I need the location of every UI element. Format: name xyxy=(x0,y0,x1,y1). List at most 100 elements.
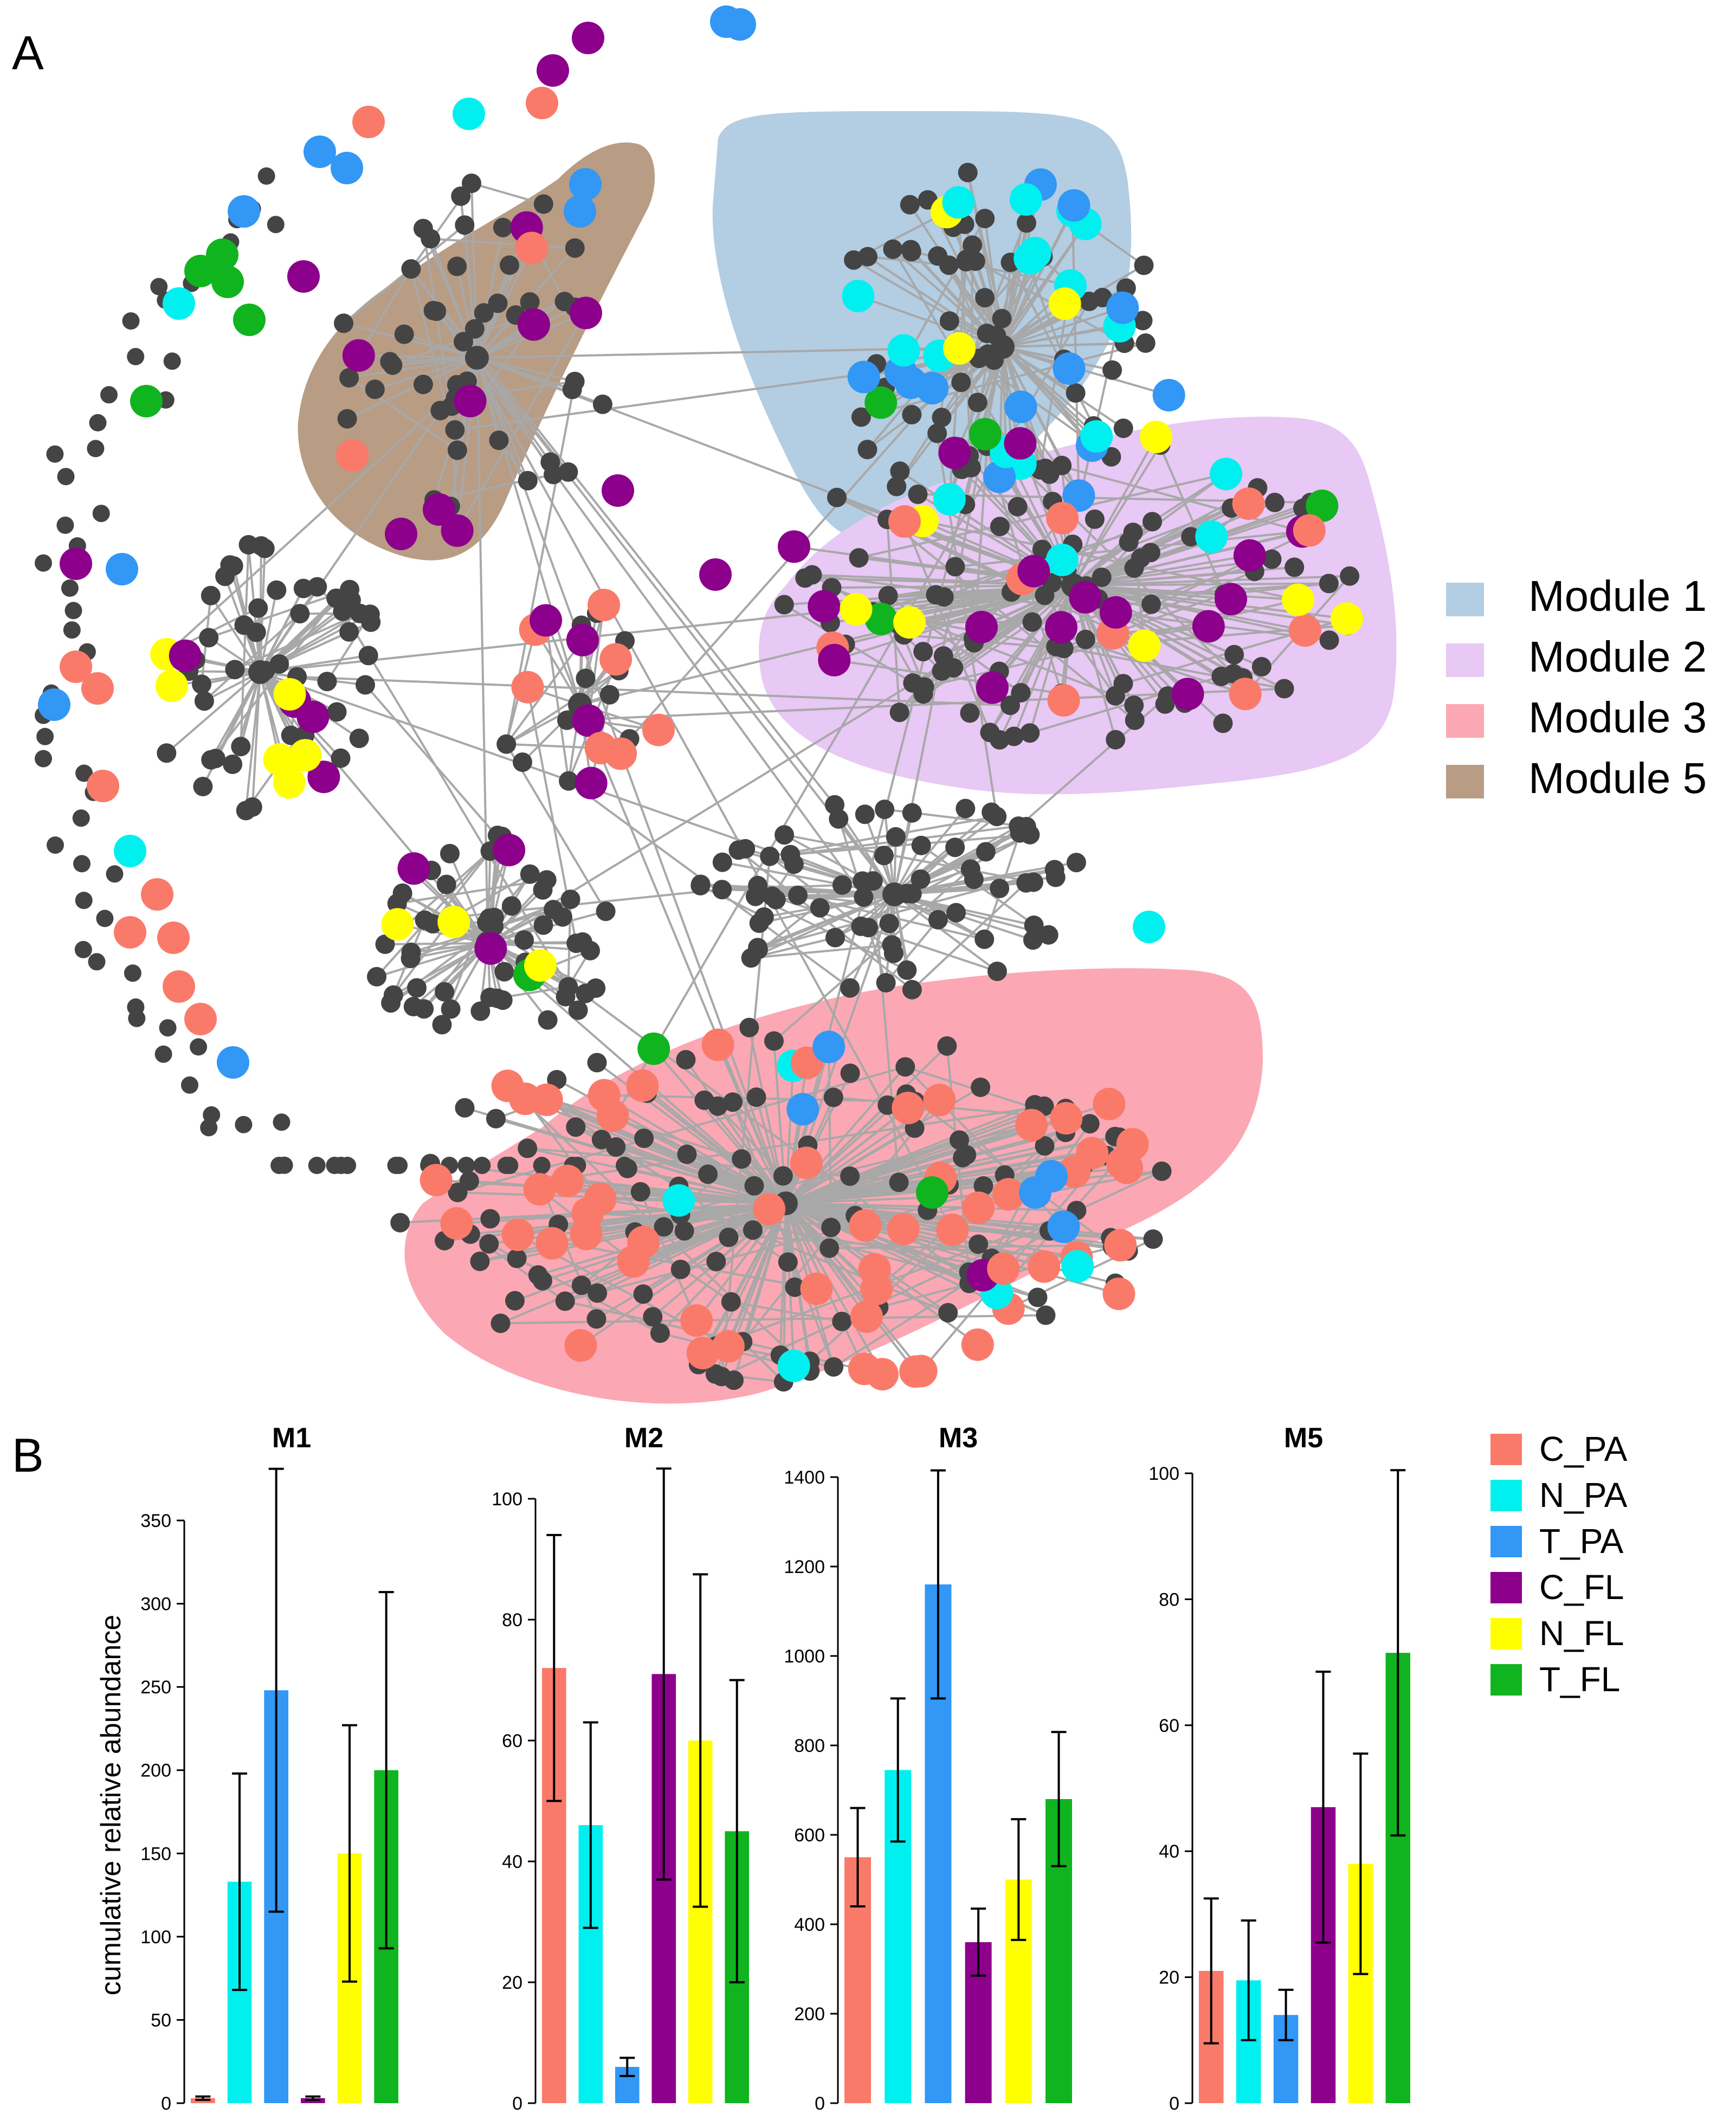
y-tick-label: 200 xyxy=(794,2004,825,2025)
network-node-c-fl xyxy=(1069,581,1102,614)
network-node xyxy=(327,702,347,722)
network-node-c-fl xyxy=(385,518,417,550)
network-node xyxy=(990,517,1010,537)
network-node xyxy=(440,843,460,863)
network-node xyxy=(1119,532,1139,552)
network-node xyxy=(486,1108,506,1129)
network-node xyxy=(470,1001,491,1021)
network-node-t-pa xyxy=(217,1046,249,1079)
network-node-n-pa xyxy=(1061,1250,1094,1283)
network-node xyxy=(855,804,875,824)
network-node xyxy=(494,962,514,982)
network-node-n-fl xyxy=(263,743,296,776)
network-node-c-pa xyxy=(790,1146,823,1180)
network-edge xyxy=(597,1202,786,1294)
bar-chart-title: M2 xyxy=(624,1422,663,1454)
network-node xyxy=(744,1176,764,1196)
network-node xyxy=(87,440,105,457)
network-node xyxy=(328,589,348,609)
network-node xyxy=(36,727,54,745)
network-node xyxy=(938,1303,958,1323)
bar-chart-title: M5 xyxy=(1284,1422,1323,1454)
y-tick-label: 400 xyxy=(794,1915,825,1935)
network-node xyxy=(392,883,412,903)
network-node xyxy=(528,1265,548,1285)
network-node xyxy=(960,703,980,723)
y-tick-label: 250 xyxy=(140,1677,171,1698)
network-node-n-fl xyxy=(1128,629,1161,662)
network-node xyxy=(586,1309,606,1329)
network-edge xyxy=(476,357,787,1204)
network-node xyxy=(883,943,904,963)
network-node xyxy=(677,1144,697,1164)
bar-chart-title: M1 xyxy=(272,1422,311,1454)
network-edge xyxy=(545,620,570,782)
network-edge xyxy=(1073,582,1329,586)
network-node xyxy=(766,890,786,910)
network-node-c-fl xyxy=(1004,427,1037,460)
network-node xyxy=(505,1291,525,1311)
network-node xyxy=(47,836,64,854)
network-node xyxy=(235,1116,253,1133)
network-edge xyxy=(349,357,477,379)
network-edge xyxy=(1027,264,1065,360)
network-node-c-pa xyxy=(163,970,195,1003)
network-node xyxy=(190,1038,208,1056)
network-node-c-fl xyxy=(423,493,455,526)
network-node xyxy=(951,372,971,392)
network-node-c-pa xyxy=(1028,1250,1061,1283)
network-node-c-pa xyxy=(352,106,385,138)
y-tick-label: 1400 xyxy=(784,1467,825,1488)
network-node-c-fl xyxy=(572,704,605,737)
network-node xyxy=(317,672,337,692)
network-edge xyxy=(893,808,966,895)
network-node-c-pa xyxy=(511,671,544,704)
network-node xyxy=(1143,1229,1163,1249)
network-node xyxy=(1066,853,1086,873)
network-node xyxy=(690,875,711,895)
network-node xyxy=(937,1036,957,1056)
y-tick-label: 40 xyxy=(1159,1841,1179,1862)
network-node xyxy=(365,379,385,399)
network-node-c-fl xyxy=(441,514,474,547)
network-edge xyxy=(1066,507,1232,571)
network-node-t-fl xyxy=(184,255,217,287)
network-node xyxy=(1046,867,1066,887)
network-node xyxy=(911,835,931,855)
network-node xyxy=(958,163,978,183)
network-node xyxy=(255,538,275,558)
network-edge xyxy=(732,1101,835,1368)
network-node-c-fl xyxy=(575,766,608,800)
network-node xyxy=(1020,723,1040,743)
network-edge xyxy=(721,1170,1163,1378)
network-node xyxy=(1319,573,1339,594)
network-node-c-fl xyxy=(530,604,563,637)
network-node xyxy=(654,1217,674,1237)
network-node xyxy=(630,1182,650,1202)
network-node-c-pa xyxy=(992,1178,1025,1211)
network-node-n-pa xyxy=(942,186,975,219)
module-legend-swatch xyxy=(1446,643,1484,677)
network-node-n-pa xyxy=(1009,183,1042,216)
network-node xyxy=(390,1213,410,1233)
network-edge xyxy=(1155,436,1225,595)
network-node-t-fl xyxy=(864,602,898,635)
network-node-c-pa xyxy=(440,1207,473,1240)
network-edge xyxy=(476,357,895,895)
network-node xyxy=(255,661,275,681)
network-node-c-pa xyxy=(860,1272,893,1305)
network-node xyxy=(566,933,586,953)
network-node xyxy=(975,288,995,308)
network-node xyxy=(157,743,177,763)
network-node-c-fl xyxy=(602,474,634,507)
network-node-t-fl xyxy=(637,1032,670,1065)
network-edge xyxy=(812,573,1330,641)
network-node xyxy=(1113,418,1133,439)
network-node-t-pa xyxy=(304,136,336,168)
network-node xyxy=(975,929,995,949)
group-legend-swatch xyxy=(1490,1526,1522,1557)
network-node xyxy=(586,978,606,998)
network-node-c-pa xyxy=(848,1352,881,1385)
network-edge xyxy=(785,1202,1078,1268)
network-node xyxy=(1211,666,1231,686)
